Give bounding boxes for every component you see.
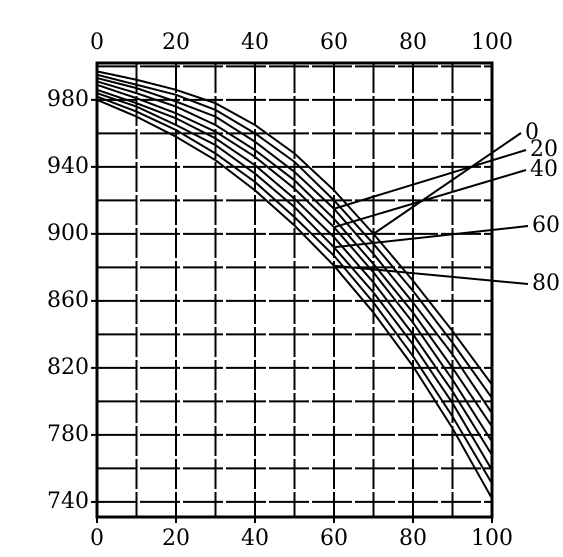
legend-label: 60 bbox=[532, 213, 560, 238]
curve bbox=[96, 80, 493, 428]
curve bbox=[96, 77, 493, 414]
y-tick-label: 940 bbox=[47, 154, 89, 179]
curve bbox=[96, 95, 493, 485]
y-tick-label: 780 bbox=[47, 422, 89, 447]
legend-label: 0 bbox=[525, 120, 539, 145]
curve bbox=[96, 83, 493, 443]
x-tick-label: 80 bbox=[399, 526, 427, 551]
curve bbox=[96, 98, 493, 500]
x-tick-label: 0 bbox=[90, 526, 104, 551]
y-tick-label: 980 bbox=[47, 87, 89, 112]
top-x-tick-label: 100 bbox=[471, 30, 513, 55]
legend-label: 40 bbox=[530, 157, 558, 182]
legend-label: 20 bbox=[530, 137, 558, 162]
y-tick-label: 820 bbox=[47, 355, 89, 380]
plot-frame bbox=[95, 61, 494, 519]
x-tick-label: 60 bbox=[320, 526, 348, 551]
y-tick-label: 860 bbox=[47, 288, 89, 313]
top-x-tick-label: 20 bbox=[162, 30, 190, 55]
leader-line bbox=[333, 149, 527, 210]
top-x-tick-label: 60 bbox=[320, 30, 348, 55]
leader-line bbox=[333, 169, 527, 229]
legend-label: 80 bbox=[532, 271, 560, 296]
curve bbox=[96, 70, 493, 386]
top-x-tick-label: 40 bbox=[241, 30, 269, 55]
leader-line bbox=[333, 264, 529, 285]
x-tick-label: 20 bbox=[162, 526, 190, 551]
y-tick-label: 740 bbox=[47, 489, 89, 514]
leader-line bbox=[333, 225, 529, 249]
x-tick-label: 100 bbox=[471, 526, 513, 551]
y-tick-label: 900 bbox=[47, 221, 89, 246]
curve bbox=[96, 88, 493, 456]
leader-line bbox=[372, 132, 522, 235]
curve bbox=[96, 73, 493, 399]
curve bbox=[96, 92, 493, 471]
top-x-tick-label: 80 bbox=[399, 30, 427, 55]
x-tick-label: 40 bbox=[241, 526, 269, 551]
top-x-tick-label: 0 bbox=[90, 30, 104, 55]
